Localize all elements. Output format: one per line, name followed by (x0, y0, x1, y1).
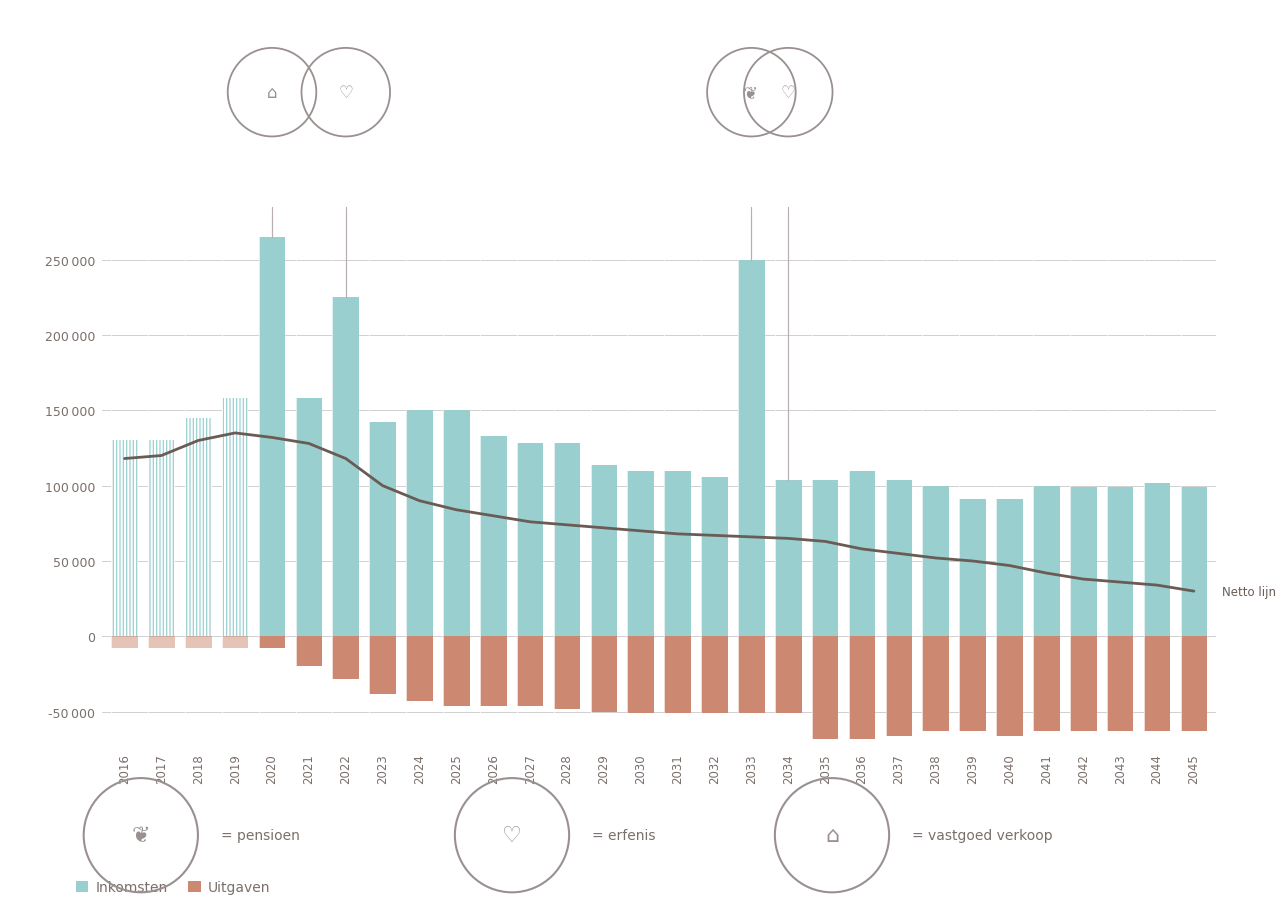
Text: ⌂: ⌂ (266, 84, 278, 102)
Bar (1033, 637, 1060, 731)
Bar (480, 436, 507, 637)
Bar (221, 399, 248, 637)
Bar (701, 637, 728, 713)
Bar (1107, 637, 1133, 731)
Text: ⌂: ⌂ (824, 825, 840, 845)
Bar (886, 637, 913, 736)
Bar (370, 423, 396, 637)
Legend: Inkomsten, Uitgaven: Inkomsten, Uitgaven (76, 880, 270, 894)
Text: ❦: ❦ (132, 825, 150, 845)
Bar (1144, 637, 1170, 731)
Bar (1070, 488, 1097, 637)
Bar (959, 499, 986, 637)
Text: Netto lijn: Netto lijn (1221, 585, 1276, 598)
Text: = erfenis: = erfenis (591, 828, 655, 842)
Bar (148, 637, 174, 648)
Bar (739, 260, 764, 637)
Bar (186, 418, 211, 637)
Text: ♡: ♡ (338, 84, 353, 102)
Text: = vastgoed verkoop: = vastgoed verkoop (911, 828, 1052, 842)
Bar (774, 480, 801, 637)
Bar (333, 637, 360, 679)
Bar (111, 441, 138, 637)
Bar (812, 480, 838, 637)
Bar (996, 499, 1023, 637)
Bar (554, 637, 580, 709)
Bar (333, 298, 360, 637)
Bar (370, 637, 396, 694)
Bar (627, 471, 654, 637)
Bar (111, 637, 138, 648)
Bar (664, 637, 691, 713)
Bar (812, 637, 838, 739)
Bar (996, 637, 1023, 736)
Bar (554, 444, 580, 637)
Bar (1070, 637, 1097, 731)
Bar (443, 637, 470, 706)
Bar (1033, 486, 1060, 637)
Bar (739, 637, 764, 713)
Text: ❦: ❦ (745, 84, 758, 102)
Bar (590, 637, 617, 712)
Bar (1144, 483, 1170, 637)
Bar (480, 637, 507, 706)
Bar (849, 637, 876, 739)
Bar (1180, 488, 1207, 637)
Text: ♡: ♡ (781, 84, 796, 102)
Text: = pensioen: = pensioen (221, 828, 300, 842)
Bar (701, 477, 728, 637)
Bar (517, 444, 544, 637)
Bar (1180, 637, 1207, 731)
Bar (443, 411, 470, 637)
Bar (148, 441, 174, 637)
Bar (886, 480, 913, 637)
Bar (406, 637, 433, 702)
Bar (923, 486, 948, 637)
Bar (590, 465, 617, 637)
Bar (186, 418, 211, 637)
Bar (517, 637, 544, 706)
Bar (849, 471, 876, 637)
Bar (296, 399, 323, 637)
Bar (221, 399, 248, 637)
Text: ♡: ♡ (502, 825, 522, 845)
Bar (259, 237, 285, 637)
Bar (111, 441, 138, 637)
Bar (664, 471, 691, 637)
Bar (406, 411, 433, 637)
Bar (259, 637, 285, 648)
Bar (1107, 488, 1133, 637)
Bar (774, 637, 801, 713)
Bar (296, 637, 323, 666)
Bar (148, 441, 174, 637)
Bar (186, 637, 211, 648)
Bar (959, 637, 986, 731)
Bar (923, 637, 948, 731)
Bar (221, 637, 248, 648)
Bar (627, 637, 654, 713)
